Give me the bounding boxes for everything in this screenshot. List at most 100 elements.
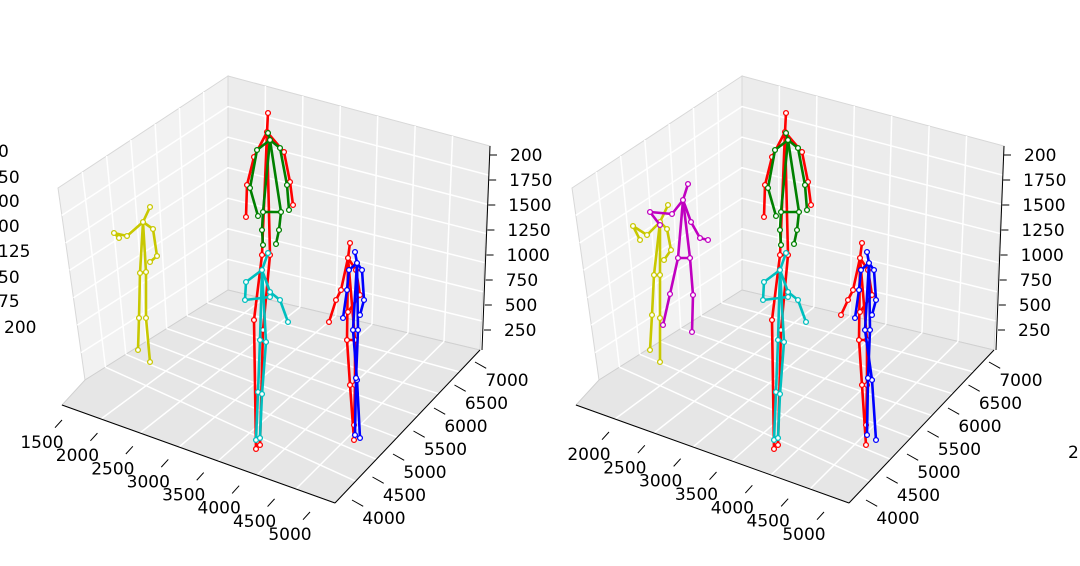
skeleton-joint (774, 441, 782, 449)
skeleton-joint (346, 239, 354, 247)
skeleton-joint (776, 266, 784, 274)
skeleton-bone (690, 293, 695, 334)
skeleton-bone (778, 340, 786, 396)
y-axis-line (848, 349, 995, 504)
skeleton-joint (858, 239, 866, 247)
skeleton-joint (795, 208, 803, 216)
x-tick (601, 431, 610, 441)
y-tick (886, 476, 898, 484)
skeleton-joint (256, 441, 264, 449)
skeleton-bone (355, 378, 362, 440)
y-tick (372, 476, 384, 484)
skeleton-joint (142, 314, 150, 322)
grid-line (809, 340, 959, 490)
grid-line (80, 258, 482, 354)
x-tick-label: 3000 (639, 472, 682, 492)
skeleton-joint (794, 296, 802, 304)
grid-line (680, 327, 933, 417)
skeleton-bone (144, 316, 152, 364)
skeleton-joint (856, 308, 864, 316)
skeleton-joint (807, 201, 815, 209)
x-tick (54, 419, 63, 429)
skeleton-joint (837, 311, 845, 319)
skeleton-bone (278, 298, 290, 324)
grid-line (178, 107, 188, 316)
skeleton-joint (659, 321, 667, 329)
skeleton-joint (258, 251, 266, 259)
x-tick (267, 498, 275, 507)
skeleton-bone (661, 292, 672, 327)
skeleton-joint (668, 210, 676, 218)
skeleton-bone (778, 268, 786, 344)
skeleton-bone (761, 295, 790, 302)
skeleton-joint (656, 314, 664, 322)
skeleton-joint (667, 246, 675, 254)
skeleton-bone (348, 383, 356, 442)
x-tick (744, 484, 753, 494)
skeleton-joint (241, 296, 249, 304)
skeleton-bone (256, 338, 262, 394)
z-left-tick-label: 50 (0, 168, 20, 188)
y-tick-label: 5000 (917, 463, 960, 483)
y-tick-label: 6500 (465, 394, 508, 414)
skeleton-joint (136, 269, 144, 277)
z-tick-label: 1000 (507, 246, 550, 266)
skeleton-joint (704, 236, 712, 244)
x-tick-label: 1500 (20, 433, 63, 453)
skeleton-joint (674, 254, 682, 262)
y-tick (927, 430, 939, 438)
skeleton-bone (779, 138, 790, 214)
skeleton-joint (325, 318, 333, 326)
skeleton-joint (242, 213, 250, 221)
skeleton-joint (266, 136, 274, 144)
grid-line (407, 125, 416, 333)
skeleton-joint (849, 286, 857, 294)
grid-line (957, 135, 968, 342)
skeleton-joint (776, 251, 784, 259)
y-tick-label: 5000 (403, 463, 446, 483)
skeleton-joint (146, 258, 154, 266)
skeleton-joint (110, 229, 118, 237)
skeleton-bone (806, 180, 813, 207)
right-edge-fragment: 2 (1068, 443, 1079, 463)
y-tick-label: 6000 (444, 417, 487, 437)
z-tick-label: 500 (505, 296, 537, 316)
skeleton-joint (646, 208, 654, 216)
z-left-tick-label: 75 (0, 292, 20, 312)
skeleton-bone (783, 111, 788, 134)
x-tick-label: 5000 (268, 525, 311, 545)
z-left-tick-label: 50 (0, 268, 20, 288)
grid-line (100, 297, 265, 420)
grid-line (595, 171, 621, 368)
skeleton-joint (276, 296, 284, 304)
skeleton-joint (776, 226, 784, 234)
skeleton-joint (790, 240, 798, 248)
skeleton-bone (772, 390, 778, 442)
skeleton-joint (772, 212, 780, 220)
skeleton-joint (275, 226, 283, 234)
skeleton-bone (853, 288, 861, 320)
z-tick-label: 1500 (1022, 196, 1065, 216)
skeletons (110, 109, 368, 453)
x-tick (673, 458, 682, 467)
grid-line (716, 91, 723, 303)
y-tick (392, 453, 405, 461)
y-tick-label: 4500 (897, 486, 940, 506)
x-axis-line (575, 404, 850, 504)
skeleton-bone (668, 256, 680, 296)
skeleton-bone (786, 138, 801, 214)
x-tick-label: 4500 (747, 512, 790, 532)
skeleton-joint (759, 296, 767, 304)
skeleton-joint (264, 129, 272, 137)
skeleton-joint (864, 374, 872, 382)
grid-line (594, 258, 996, 354)
x-tick (709, 471, 717, 481)
skeleton-bone (282, 150, 292, 184)
z-tick-label: 750 (506, 271, 538, 291)
skeleton-3 (764, 129, 811, 249)
skeleton-6 (851, 248, 880, 444)
x-tick-label: 2000 (56, 446, 99, 466)
skeleton-joint (343, 336, 351, 344)
y-tick-label: 7000 (485, 371, 528, 391)
skeleton-joint (358, 266, 366, 274)
